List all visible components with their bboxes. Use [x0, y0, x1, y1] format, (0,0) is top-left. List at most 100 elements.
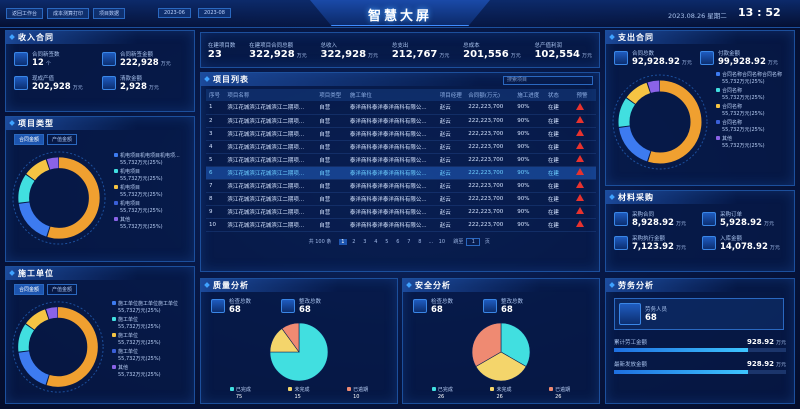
- legend-entry: 已完成 26: [431, 387, 453, 400]
- warning-triangle: [576, 102, 585, 110]
- table-row[interactable]: 5 滨江花城滨江花城滨江二期项... 自营 泰洋商科泰洋泰洋商科有限公... 赵云 222…: [206, 153, 596, 167]
- table-row[interactable]: 1 滨江花城滨江花城滨江二期项... 自营 泰洋商科泰洋泰洋商科有限公... 赵云 222…: [206, 101, 596, 115]
- metric-icon: [614, 51, 628, 65]
- date-to[interactable]: 2023-08: [198, 8, 231, 18]
- page-button[interactable]: 6: [396, 238, 400, 245]
- pie-chart: [471, 322, 531, 382]
- metric-text: 采购订单 5,928.92 万元: [720, 210, 774, 228]
- page-button[interactable]: 3: [363, 238, 367, 245]
- page-button[interactable]: 2: [352, 238, 356, 245]
- legend-dot: [114, 185, 118, 189]
- table-row[interactable]: 6 滨江花城滨江花城滨江二期项... 自营 泰洋商科泰洋泰洋商科有限公... 赵云 222…: [206, 166, 596, 180]
- metric-label: 整改总数: [299, 299, 322, 305]
- table-cell: 赵云: [436, 192, 466, 206]
- table-cell: 90%: [514, 153, 545, 167]
- legend-value-line: 55,732万元(25%): [114, 224, 180, 231]
- legend-entry: 合同名称 55,732万元(25%): [716, 104, 782, 117]
- metric-label: 合同新签金额: [120, 52, 154, 58]
- legend-value-line: 55,732万元(25%): [716, 95, 782, 102]
- stat-value-line: 322,928 万元: [320, 49, 378, 60]
- page-button[interactable]: 4: [374, 238, 378, 245]
- labor-bar-unit: 万元: [775, 362, 786, 368]
- table-row[interactable]: 2 滨江花城滨江花城滨江二期项... 自营 泰洋商科泰洋泰洋商科有限公... 赵云 222…: [206, 114, 596, 128]
- table-cell: 在建: [544, 205, 574, 219]
- table-cell: 222,223,700: [465, 179, 515, 193]
- warning-cell: [573, 179, 596, 193]
- metric-value: 14,078.92: [720, 242, 768, 252]
- tab[interactable]: 产值金额: [47, 134, 78, 145]
- metric-value: 12: [32, 58, 44, 68]
- legend-pct: (25%): [145, 355, 161, 362]
- page-button[interactable]: ...: [428, 238, 434, 245]
- table-row[interactable]: 3 滨江花城滨江花城滨江二期项... 自营 泰洋商科泰洋泰洋商科有限公... 赵云 222…: [206, 127, 596, 141]
- column-header: 序号: [206, 89, 225, 101]
- table-row[interactable]: 7 滨江花城滨江花城滨江二期项... 自营 泰洋商科泰洋泰洋商科有限公... 赵云 222…: [206, 179, 596, 193]
- page-button[interactable]: 1: [338, 238, 347, 245]
- warning-cell: [573, 127, 596, 141]
- table-cell: 滨江花城滨江花城滨江二期项...: [224, 114, 317, 128]
- nav-button[interactable]: 成本测算打印: [47, 8, 90, 19]
- metric-value: 99,928.92: [718, 57, 766, 67]
- table-row[interactable]: 9 滨江花城滨江花城滨江二期项... 自营 泰洋商科泰洋泰洋商科有限公... 赵云 222…: [206, 205, 596, 219]
- table-cell: 赵云: [436, 205, 466, 219]
- tab[interactable]: 合同金额: [14, 134, 45, 145]
- table-cell: 222,223,700: [465, 114, 515, 128]
- nav-button[interactable]: 返回工作台: [6, 8, 44, 19]
- column-header: 状态: [544, 89, 574, 101]
- page-button[interactable]: 10: [438, 238, 446, 245]
- legend-value-line: 55,732万元(25%): [112, 356, 178, 363]
- table-cell: 90%: [514, 140, 545, 154]
- legend-name: 其他: [118, 365, 129, 371]
- table-row[interactable]: 10 滨江花城滨江花城滨江二期项... 自营 泰洋商科泰洋泰洋商科有限公... 赵云 22…: [206, 218, 596, 232]
- table-cell: 7: [206, 179, 225, 193]
- table-cell: 自营: [316, 166, 347, 180]
- metric-value-line: 2,928 万元: [120, 82, 159, 92]
- warning-cell: [573, 192, 596, 206]
- metric-value-line: 92,928.92 万元: [632, 57, 692, 67]
- warning-icon: [576, 155, 585, 162]
- metric-label: 采购订单: [720, 212, 743, 218]
- metric: 采购合同 8,928.92 万元: [614, 210, 698, 228]
- nav-button[interactable]: 项目数据: [93, 8, 126, 19]
- metric-value: 7,123.92: [632, 242, 674, 252]
- page-button[interactable]: 7: [407, 238, 411, 245]
- legend-value: 55,732万元: [722, 78, 750, 85]
- table-cell: 90%: [514, 101, 545, 115]
- labor-bar: 最新发放金额 928.92 万元: [614, 360, 786, 374]
- legend-value-line: 55,732万元(25%): [112, 372, 178, 379]
- legend-name: 已完成: [235, 387, 251, 393]
- tab[interactable]: 合同金额: [14, 284, 45, 295]
- legend-pct: (25%): [749, 142, 765, 149]
- metric-unit: 万元: [763, 221, 774, 227]
- legend-name: 合同名称: [722, 120, 743, 126]
- legend-name: 机电项目: [120, 169, 141, 175]
- table-row[interactable]: 4 滨江花城滨江花城滨江二期项... 自营 泰洋商科泰洋泰洋商科有限公... 赵云 222…: [206, 140, 596, 154]
- table-cell: 自营: [316, 218, 347, 232]
- legend-entry: 其他 55,732万元(25%): [112, 365, 178, 378]
- search-box[interactable]: 搜索项目: [503, 76, 593, 85]
- date-from[interactable]: 2023-06: [158, 8, 191, 18]
- date: 2023.08.26 星期二: [668, 12, 727, 20]
- pie-legend: 已完成 26 未完成 26 已逾期 26: [403, 387, 599, 403]
- quality-panel: 质量分析 检查总数 68 整改总数 68 已完成 75 未完成 15 已逾期 10: [200, 278, 398, 404]
- donut: [612, 74, 708, 170]
- metric-text: 清款金额 2,928 万元: [120, 74, 159, 92]
- legend-pct: (25%): [145, 323, 161, 330]
- page-button[interactable]: 8: [418, 238, 422, 245]
- warning-triangle: [576, 168, 585, 175]
- legend-dot: [112, 301, 116, 305]
- page-button[interactable]: 5: [385, 238, 389, 245]
- pie-slice: [500, 322, 531, 367]
- column-header: 预警: [573, 89, 596, 101]
- legend-dot: [549, 387, 554, 391]
- metric-label: 检查总数: [229, 299, 252, 305]
- labor-bar-line: 累计劳工金额 928.92 万元: [614, 338, 786, 346]
- warning-triangle: [576, 129, 585, 136]
- page-input[interactable]: 1: [466, 237, 481, 246]
- column-header: 施工进度: [514, 89, 545, 101]
- metric: 现成产值 202,928 万元: [14, 74, 98, 92]
- tab[interactable]: 产值金额: [47, 284, 78, 295]
- table-cell: 自营: [316, 140, 347, 154]
- stat-value: 201,556: [463, 48, 509, 60]
- table-row[interactable]: 8 滨江花城滨江花城滨江二期项... 自营 泰洋商科泰洋泰洋商科有限公... 赵云 222…: [206, 192, 596, 206]
